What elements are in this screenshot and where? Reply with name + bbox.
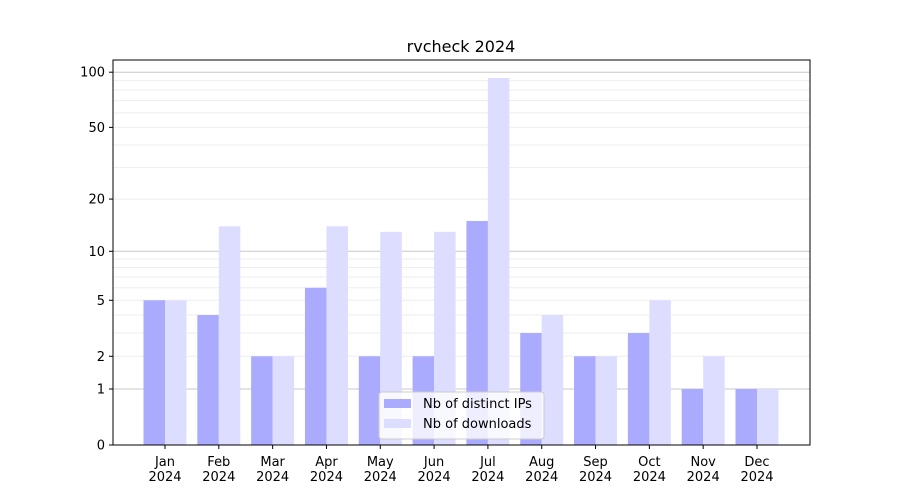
x-tick-label: Oct 2024: [633, 455, 666, 485]
x-tick-label: Feb 2024: [202, 455, 235, 485]
legend-swatch: [384, 399, 411, 408]
bar-ips: [143, 300, 165, 445]
y-tick-label: 5: [97, 294, 105, 309]
bar-ips: [627, 333, 650, 445]
y-tick-label: 1: [97, 383, 105, 398]
y-tick-label: 100: [80, 66, 105, 81]
y-tick-label: 50: [88, 121, 105, 136]
x-tick-label: Dec 2024: [740, 455, 773, 485]
legend: Nb of distinct IPs Nb of downloads: [378, 391, 545, 440]
bar-downloads: [595, 356, 618, 445]
x-tick-label: Apr 2024: [310, 455, 343, 485]
x-tick-label: Aug 2024: [525, 455, 558, 485]
bar-ips: [251, 356, 273, 445]
x-tick-label: Jul 2024: [471, 455, 504, 485]
bar-downloads: [703, 356, 725, 445]
bar-downloads: [165, 300, 187, 445]
x-tick-label: Jan 2024: [148, 455, 181, 485]
plot-frame: [112, 59, 811, 446]
bar-ips: [735, 389, 757, 445]
legend-swatch: [384, 419, 411, 428]
y-tick-label: 2: [97, 350, 105, 365]
bar-ips: [681, 389, 704, 445]
x-tick-label: Sep 2024: [579, 455, 612, 485]
x-tick-label: Mar 2024: [256, 455, 289, 485]
bar-ips: [197, 314, 219, 445]
y-tick-label: 10: [88, 245, 105, 260]
bar-ips: [574, 356, 596, 445]
bar-downloads: [487, 77, 510, 445]
x-tick-label: Jun 2024: [418, 455, 451, 485]
legend-label: Nb of downloads: [423, 417, 532, 432]
bar-ips: [304, 287, 327, 445]
bar-downloads: [757, 389, 779, 445]
bar-downloads: [326, 226, 348, 445]
bar-ips: [466, 221, 488, 445]
x-tick-label: May 2024: [364, 455, 397, 485]
legend-label: Nb of distinct IPs: [423, 397, 532, 412]
x-tick-label: Nov 2024: [687, 455, 720, 485]
bar-downloads: [218, 226, 241, 445]
bar-downloads: [649, 300, 671, 445]
bar-ips: [358, 356, 381, 445]
bar-downloads: [272, 356, 295, 445]
y-tick-label: 20: [88, 193, 105, 208]
bar-downloads: [541, 314, 564, 445]
chart-title: rvcheck 2024: [407, 37, 516, 56]
y-tick-label: 0: [97, 439, 105, 454]
legend-box: [378, 391, 545, 440]
